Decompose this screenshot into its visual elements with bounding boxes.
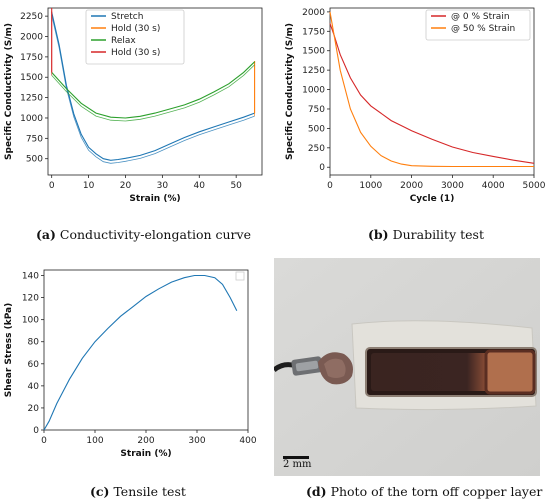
legend-entry-1: @ 50 % Strain [451, 24, 515, 34]
y-tick-label-7: 1750 [302, 27, 325, 37]
legend-entry-1: Hold (30 s) [111, 24, 160, 34]
y-tick-label-0: 0 [33, 426, 39, 436]
x-tick-label-5: 50 [230, 181, 242, 191]
y-tick-label-3: 60 [28, 360, 40, 370]
y-tick-label-7: 2250 [20, 12, 43, 22]
panel-b: 0 1000 2000 3000 4000 5000 0 250 500 750 1000 1250 1… [278, 0, 550, 219]
copper-layer-photo: 2 mm [274, 258, 540, 476]
x-axis-label: Cycle (1) [410, 194, 455, 204]
x-tick-label-3: 30 [157, 181, 169, 191]
x-tick-label-4: 4000 [482, 181, 505, 191]
x-axis-label: Strain (%) [129, 194, 180, 204]
legend-entry-2: Relax [111, 36, 136, 46]
y-tick-label-0: 0 [319, 163, 325, 173]
series-line-0 [43, 274, 238, 431]
y-tick-label-3: 750 [308, 105, 325, 115]
y-tick-label-4: 1000 [302, 86, 325, 96]
x-axis-label: Strain (%) [120, 449, 171, 459]
series-line-echo-0 [51, 15, 255, 164]
y-axis-label: Specific Conductivity (S/m) [285, 23, 295, 160]
x-tick-label-2: 20 [120, 181, 132, 191]
series-line-0 [51, 11, 255, 161]
series-line-echo-2 [51, 64, 255, 122]
legend-box [425, 9, 531, 41]
legend-entry-0: Stretch [111, 12, 143, 22]
y-tick-label-5: 1250 [302, 66, 325, 76]
y-tick-label-1: 750 [26, 134, 43, 144]
caption-c: (c) Tensile test [90, 484, 186, 499]
y-tick-label-7: 140 [22, 272, 39, 282]
legend-entry-3: Hold (30 s) [111, 48, 160, 58]
x-tick-label-1: 10 [83, 181, 95, 191]
legend-entry-0: @ 0 % Strain [451, 12, 510, 22]
plot-frame [43, 269, 249, 431]
y-tick-label-1: 250 [308, 144, 325, 154]
y-tick-label-4: 1500 [20, 73, 43, 83]
series-line-0 [329, 23, 535, 164]
panel-c: 0 100 200 300 400 0 20 40 60 80 100 120 140 Strain (%… [0, 258, 272, 477]
legend-box [85, 9, 185, 65]
x-tick-label-2: 2000 [400, 181, 423, 191]
series-line-2 [51, 61, 255, 119]
y-tick-label-3: 1250 [20, 94, 43, 104]
y-tick-label-6: 1500 [302, 47, 325, 57]
y-tick-label-2: 40 [28, 382, 40, 392]
y-tick-label-1: 20 [28, 404, 40, 414]
x-tick-label-0: 0 [49, 181, 55, 191]
series-line-1 [329, 11, 534, 168]
caption-d: (d) Photo of the torn off copper layer [306, 484, 543, 499]
y-tick-label-5: 1750 [20, 53, 43, 63]
x-tick-label-4: 400 [239, 436, 256, 446]
y-tick-label-4: 80 [28, 338, 40, 348]
x-tick-label-3: 300 [188, 436, 205, 446]
plot-frame [47, 7, 263, 176]
y-axis-label: Specific Conductivity (S/m) [4, 23, 14, 160]
series-group [51, 8, 256, 164]
series-group [43, 274, 238, 431]
x-tick-label-4: 40 [194, 181, 206, 191]
x-tick-label-0: 0 [327, 181, 333, 191]
series-group [329, 11, 535, 168]
y-axis-label: Shear Stress (kPa) [4, 303, 14, 397]
legend-box [235, 271, 245, 281]
x-tick-label-0: 0 [41, 436, 47, 446]
y-tick-label-6: 2000 [20, 33, 43, 43]
x-tick-label-1: 1000 [359, 181, 382, 191]
y-tick-label-2: 500 [308, 124, 325, 134]
y-tick-label-8: 2000 [302, 8, 325, 18]
tensile-chart: 0 100 200 300 400 0 20 40 60 80 100 120 140 Strain (%… [4, 269, 257, 459]
caption-b: (b) Durability test [368, 227, 484, 242]
caption-a: (a) Conductivity-elongation curve [36, 227, 251, 242]
y-tick-label-0: 500 [26, 155, 43, 165]
y-tick-label-5: 100 [22, 316, 39, 326]
scale-bar-label: 2 mm [283, 459, 312, 470]
x-tick-label-5: 5000 [523, 181, 546, 191]
conductivity-elongation-chart: 0 10 20 30 40 50 500 750 1000 1250 1500 1750 2000 225… [4, 7, 263, 204]
photo-illustration [274, 258, 540, 476]
x-tick-label-3: 3000 [441, 181, 464, 191]
x-tick-label-2: 200 [137, 436, 154, 446]
panel-a: 0 10 20 30 40 50 500 750 1000 1250 1500 1750 2000 225… [0, 0, 272, 219]
y-tick-label-2: 1000 [20, 114, 43, 124]
x-tick-label-1: 100 [86, 436, 103, 446]
plot-frame [329, 7, 535, 176]
y-tick-label-6: 120 [22, 294, 39, 304]
durability-chart: 0 1000 2000 3000 4000 5000 0 250 500 750 1000 1250 1… [285, 7, 546, 204]
